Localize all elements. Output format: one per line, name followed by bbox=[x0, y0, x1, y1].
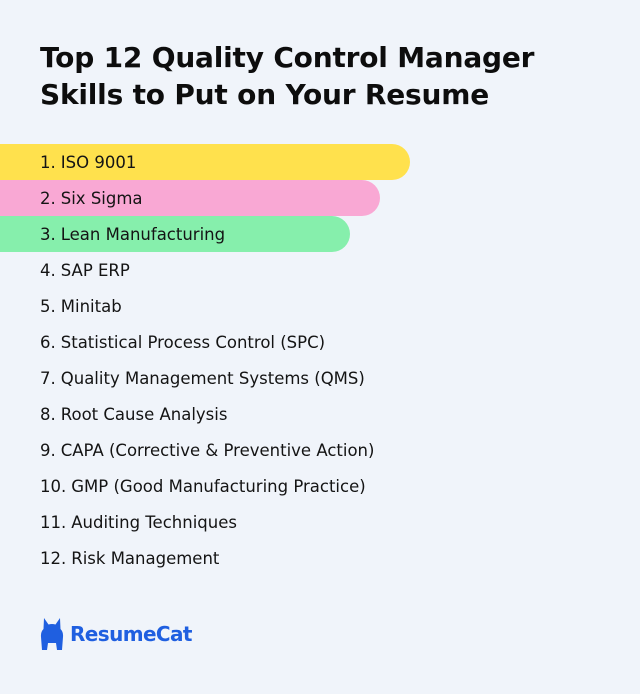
skill-label: Lean Manufacturing bbox=[60, 224, 226, 244]
skill-item: 5. Minitab bbox=[0, 288, 410, 324]
skill-item: 6. Statistical Process Control (SPC) bbox=[0, 324, 410, 360]
title-line-2: Skills to Put on Your Resume bbox=[40, 78, 490, 111]
skill-item: 3. Lean Manufacturing bbox=[0, 216, 350, 252]
skill-label: Minitab bbox=[60, 296, 122, 316]
resumecat-logo[interactable]: ResumeCat bbox=[40, 616, 192, 652]
skill-label: Auditing Techniques bbox=[71, 512, 237, 532]
skill-number: 4. bbox=[40, 260, 56, 280]
skill-item: 2. Six Sigma bbox=[0, 180, 380, 216]
skill-item: 12. Risk Management bbox=[0, 540, 410, 576]
skill-label: CAPA (Corrective & Preventive Action) bbox=[60, 440, 375, 460]
skill-number: 7. bbox=[40, 368, 56, 388]
cat-icon bbox=[40, 616, 64, 652]
skill-label: ISO 9001 bbox=[60, 152, 137, 172]
skills-list: 1. ISO 9001 2. Six Sigma 3. Lean Manufac… bbox=[0, 144, 410, 576]
skill-label: Risk Management bbox=[71, 548, 220, 568]
skill-label: Statistical Process Control (SPC) bbox=[60, 332, 326, 352]
skill-number: 6. bbox=[40, 332, 56, 352]
skill-number: 11. bbox=[40, 512, 67, 532]
skill-number: 12. bbox=[40, 548, 67, 568]
skill-label: SAP ERP bbox=[60, 260, 130, 280]
skill-label: Six Sigma bbox=[60, 188, 143, 208]
skill-item: 1. ISO 9001 bbox=[0, 144, 410, 180]
skill-label: GMP (Good Manufacturing Practice) bbox=[71, 476, 366, 496]
skill-item: 9. CAPA (Corrective & Preventive Action) bbox=[0, 432, 410, 468]
skill-number: 1. bbox=[40, 152, 56, 172]
page-title: Top 12 Quality Control Manager Skills to… bbox=[40, 39, 620, 113]
title-line-1: Top 12 Quality Control Manager bbox=[40, 41, 535, 74]
skill-number: 5. bbox=[40, 296, 56, 316]
skill-number: 2. bbox=[40, 188, 56, 208]
skill-label: Quality Management Systems (QMS) bbox=[60, 368, 365, 388]
skill-number: 8. bbox=[40, 404, 56, 424]
skill-item: 7. Quality Management Systems (QMS) bbox=[0, 360, 410, 396]
skill-item: 10. GMP (Good Manufacturing Practice) bbox=[0, 468, 410, 504]
skill-number: 10. bbox=[40, 476, 67, 496]
skill-item: 8. Root Cause Analysis bbox=[0, 396, 410, 432]
skill-item: 11. Auditing Techniques bbox=[0, 504, 410, 540]
skill-number: 9. bbox=[40, 440, 56, 460]
skill-item: 4. SAP ERP bbox=[0, 252, 410, 288]
brand-name: ResumeCat bbox=[70, 622, 192, 646]
skill-label: Root Cause Analysis bbox=[60, 404, 228, 424]
skill-number: 3. bbox=[40, 224, 56, 244]
